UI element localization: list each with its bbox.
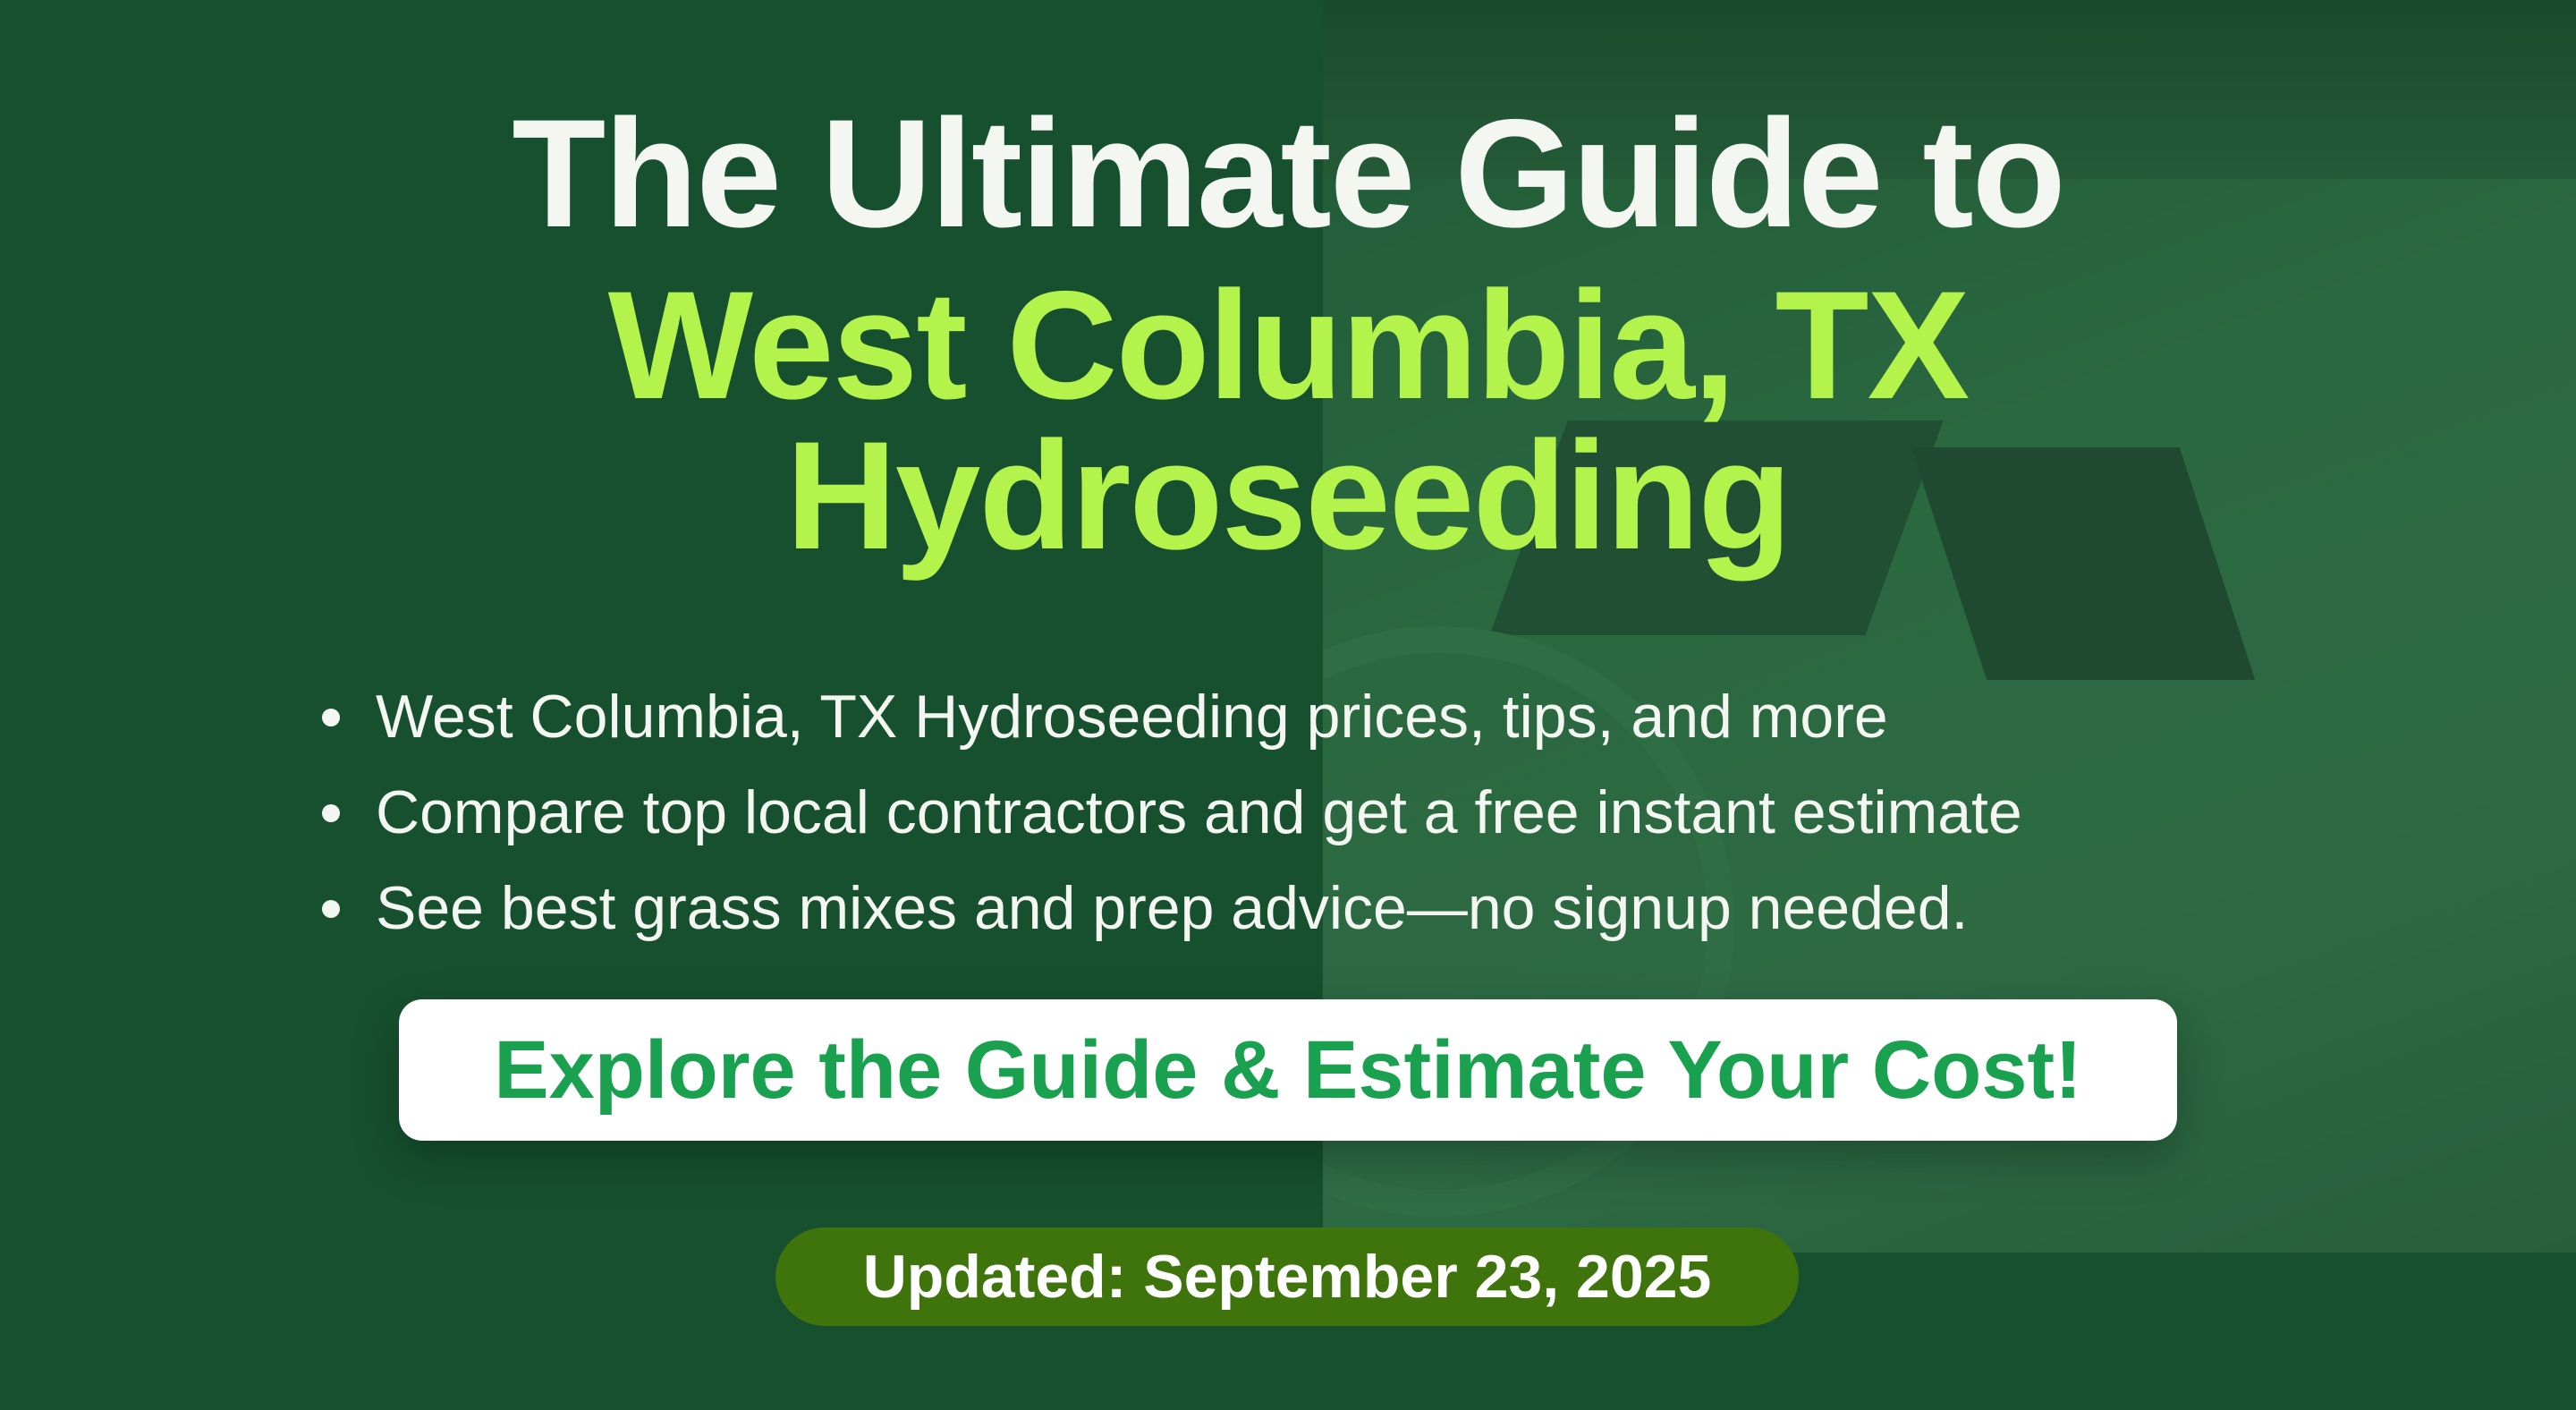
- headline-line-3: Hydroseeding: [785, 410, 1792, 582]
- list-item-text: West Columbia, TX Hydroseeding prices, t…: [376, 683, 1888, 751]
- headline-line-1: The Ultimate Guide to: [512, 88, 2065, 259]
- bullet-icon: [322, 709, 340, 726]
- list-item: Compare top local contractors and get a …: [313, 765, 2022, 861]
- tree-line: [1323, 0, 2576, 179]
- list-item: See best grass mixes and prep advice—no …: [313, 861, 2022, 956]
- bullet-icon: [322, 900, 340, 918]
- list-item: West Columbia, TX Hydroseeding prices, t…: [313, 669, 2022, 765]
- explore-guide-button[interactable]: Explore the Guide & Estimate Your Cost!: [399, 999, 2177, 1141]
- bullet-icon: [322, 804, 340, 822]
- list-item-text: Compare top local contractors and get a …: [376, 778, 2022, 846]
- list-item-text: See best grass mixes and prep advice—no …: [376, 874, 1969, 942]
- updated-date-badge: Updated: September 23, 2025: [775, 1227, 1799, 1326]
- headline-line-2: West Columbia, TX: [607, 259, 1970, 431]
- feature-list: West Columbia, TX Hydroseeding prices, t…: [313, 669, 2022, 956]
